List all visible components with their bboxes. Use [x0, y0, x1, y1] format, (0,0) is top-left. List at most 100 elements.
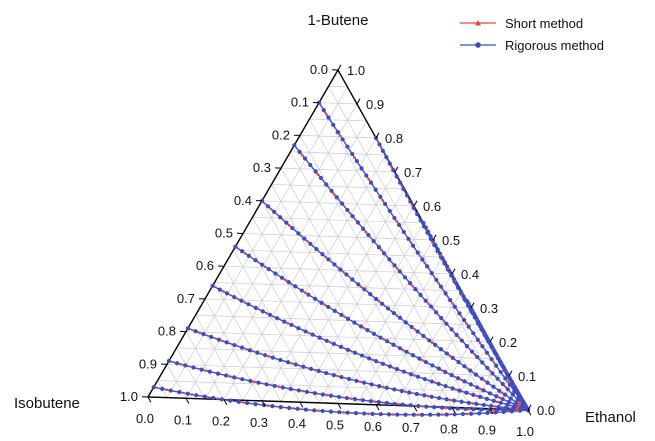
rigorous-point [256, 380, 261, 385]
rigorous-point [408, 372, 414, 377]
rigorous-point [273, 271, 278, 276]
short-point [204, 369, 207, 372]
short-point [348, 211, 352, 215]
rigorous-point [168, 388, 173, 393]
tick-mark-right [394, 166, 399, 173]
short-point [343, 315, 346, 319]
tick-label-bottom: 1.0 [516, 424, 534, 439]
short-point [430, 341, 434, 344]
rigorous-point [350, 151, 355, 157]
short-point [473, 353, 476, 356]
tick-label-left: 0.5 [215, 226, 233, 241]
short-point [392, 366, 395, 370]
tick-mark-right [508, 370, 513, 377]
rigorous-point [423, 359, 428, 365]
short-point [423, 261, 427, 265]
rigorous-point [408, 403, 413, 408]
rigorous-point [443, 384, 448, 389]
short-point [488, 369, 492, 372]
short-point [342, 270, 345, 274]
short-point [222, 290, 225, 293]
rigorous-point [358, 324, 364, 329]
rigorous-point [442, 260, 447, 265]
rigorous-point [253, 402, 258, 407]
rigorous-point [303, 329, 308, 334]
grid-line [204, 298, 263, 402]
rigorous-point [278, 405, 283, 410]
rigorous-point [275, 316, 280, 321]
tick-mark-bottom [451, 407, 456, 413]
rigorous-point [418, 218, 423, 223]
rigorous-point [373, 187, 378, 192]
tick-label-left: 0.7 [177, 291, 195, 306]
rigorous-point [384, 385, 389, 390]
rigorous-point [439, 405, 445, 410]
rigorous-point [433, 310, 439, 315]
rigorous-point [288, 386, 293, 392]
short-point [329, 341, 332, 344]
rigorous-point [346, 376, 352, 382]
grid-line [261, 200, 377, 405]
rigorous-point [401, 229, 406, 235]
rigorous-point [345, 144, 350, 149]
rigorous-point [304, 389, 309, 394]
tick-label-bottom: 0.2 [212, 414, 230, 429]
short-point [323, 303, 327, 307]
short-point [287, 224, 291, 227]
short-point [506, 380, 509, 383]
rigorous-point [255, 350, 260, 355]
rigorous-point [267, 312, 273, 317]
grid-line [318, 102, 358, 105]
rigorous-point [334, 195, 339, 200]
tick-mark-right [432, 234, 437, 241]
rigorous-point [447, 406, 453, 411]
rigorous-point [380, 148, 386, 153]
rigorous-point [183, 363, 188, 368]
rigorous-point [397, 180, 403, 185]
rigorous-point [466, 400, 472, 405]
rigorous-point [151, 385, 156, 390]
legend-marker-rigorous [475, 42, 481, 48]
short-point [377, 300, 381, 303]
rigorous-point [302, 236, 307, 241]
short-point [457, 336, 461, 340]
rigorous-point [415, 250, 420, 255]
rigorous-point [246, 253, 251, 258]
grid-line [299, 205, 415, 403]
short-point [371, 358, 374, 362]
short-point [373, 400, 377, 403]
rigorous-point [296, 326, 301, 331]
rigorous-point [278, 357, 283, 363]
rigorous-point [368, 292, 373, 297]
rigorous-point [382, 201, 388, 207]
rigorous-point [312, 296, 318, 301]
tick-label-bottom: 0.7 [402, 420, 420, 435]
rigorous-point [199, 367, 204, 372]
short-point [264, 265, 267, 269]
rigorous-point [316, 368, 321, 374]
rigorous-point [421, 220, 426, 226]
short-point [364, 230, 368, 234]
short-point [459, 378, 463, 382]
rigorous-point [384, 339, 390, 344]
short-point [471, 402, 474, 405]
short-point [324, 112, 328, 116]
tick-mark-bottom [337, 403, 342, 409]
grid-line [280, 188, 405, 402]
rigorous-point [494, 363, 499, 368]
grid-line [337, 239, 434, 404]
short-point [367, 412, 370, 416]
rigorous-point [451, 398, 457, 403]
curve-layer [151, 100, 531, 417]
tick-label-right: 0.1 [518, 369, 536, 384]
tick-label-left: 0.3 [253, 160, 271, 175]
rigorous-point [265, 204, 271, 209]
rigorous-point [368, 399, 373, 404]
short-point [381, 385, 385, 389]
rigorous-point [496, 404, 501, 409]
rigorous-point [484, 350, 490, 355]
rigorous-point [266, 267, 271, 272]
rigorous-point [371, 331, 377, 336]
short-point [390, 165, 393, 169]
rigorous-point [480, 360, 485, 365]
